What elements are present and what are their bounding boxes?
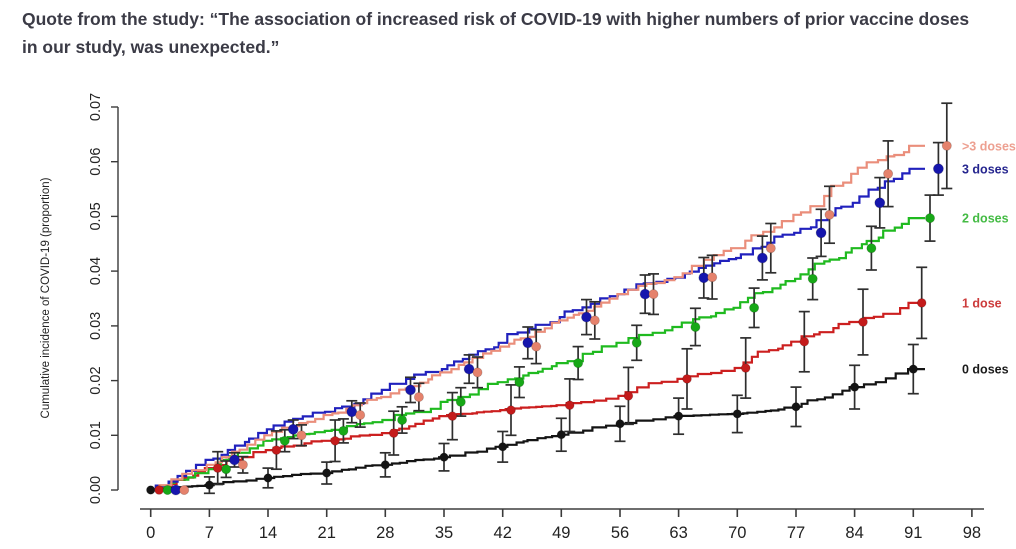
data-point-0-doses [732,409,742,419]
data-point-0-doses [615,419,625,429]
data-point-1-dose [799,336,810,347]
data-point-3-doses [229,454,240,466]
data-point-0-doses [673,411,684,421]
data-point-2-doses [221,464,232,475]
data-point-3-doses [463,363,475,375]
data-point-2-doses [279,435,290,446]
x-tick-label: 49 [552,524,570,542]
data-point-0-doses [204,480,214,490]
data-point--3-doses [179,484,190,495]
y-tick-label: 0.02 [88,366,104,394]
data-point--3-doses [824,209,835,220]
x-tick-label: 7 [205,524,214,542]
x-tick-label: 35 [435,524,453,542]
data-point-0-doses [380,460,390,470]
x-tick-label: 70 [728,524,746,542]
data-point-0-doses [439,452,449,462]
x-tick-label: 14 [259,524,277,542]
data-point-2-doses [866,243,877,254]
data-point-1-dose [564,400,575,411]
y-tick-label: 0.04 [88,257,104,285]
legend-label-0-doses: 0 doses [962,363,1009,377]
data-point-3-doses [933,163,944,175]
data-point-0-doses [849,382,860,392]
data-point-0-doses [556,430,566,440]
data-point-2-doses [749,302,760,313]
legend-label-2-doses: 2 doses [962,212,1009,226]
data-point-0-doses [263,473,273,483]
data-point-0-doses [498,442,508,452]
x-tick-label: 98 [963,524,981,542]
data-point-1-dose [330,435,340,446]
legend-label-3-doses: 3 doses [962,162,1009,176]
data-point-1-dose [154,485,164,495]
data-point--3-doses [707,272,718,283]
x-tick-label: 28 [376,524,394,542]
study-quote-text: Quote from the study: “The association o… [22,9,970,58]
x-tick-label: 21 [318,524,336,542]
x-tick-label: 42 [494,524,512,542]
series-curve-3-doses [150,167,925,492]
y-tick-label: 0.06 [88,148,104,176]
data-point-1-dose [271,445,282,455]
x-tick-label: 77 [787,524,805,542]
data-point-2-doses [397,414,408,425]
data-point--3-doses [648,289,659,300]
y-axis-title: Cumulative incidence of COVID-19 (propor… [40,177,52,418]
data-point--3-doses [941,140,952,151]
data-point-1-dose [506,405,516,415]
legend-label-1-dose: 1 dose [962,296,1002,310]
data-point-1-dose [388,428,399,438]
data-point-1-dose [740,363,751,373]
data-point-3-doses [757,252,768,264]
data-point-0-doses [791,402,801,412]
data-point-3-doses [346,406,358,418]
data-point-2-doses [455,396,466,407]
data-point-2-doses [807,273,818,284]
data-point-3-doses [815,227,827,239]
x-tick-label: 0 [146,524,155,542]
y-tick-label: 0.03 [88,312,104,340]
x-tick-label: 91 [904,524,922,542]
data-point-3-doses [581,311,592,323]
data-point-3-doses [522,337,534,349]
data-point-3-doses [405,384,416,396]
legend-label--3-doses: >3 doses [962,139,1016,153]
y-tick-label: 0.01 [88,421,104,449]
data-point--3-doses [765,243,776,254]
data-point-3-doses [287,423,299,435]
data-point-1-dose [916,298,927,308]
data-point-1-dose [623,391,634,401]
data-point-2-doses [925,213,936,224]
data-point--3-doses [883,168,894,179]
y-tick-label: 0.05 [88,202,104,230]
data-point-0-doses [146,485,156,495]
x-tick-label: 56 [611,524,629,542]
x-tick-label: 84 [845,524,863,542]
data-point-1-dose [682,374,692,384]
data-point-0-doses [322,468,332,478]
data-point-0-doses [908,364,918,374]
data-point--3-doses [413,391,424,402]
data-point-2-doses [690,321,701,332]
data-point-2-doses [573,358,584,369]
y-tick-label: 0.07 [88,93,104,121]
data-point--3-doses [472,367,483,378]
data-point-2-doses [631,337,642,348]
x-tick-label: 63 [669,524,687,542]
data-point-1-dose [858,317,868,327]
data-point--3-doses [531,341,542,352]
data-point-1-dose [447,411,458,421]
data-point-3-doses [874,197,886,209]
data-point-2-doses [338,425,349,436]
y-tick-label: 0.00 [88,476,104,504]
data-point--3-doses [296,430,307,441]
data-point-2-doses [514,377,525,388]
data-point-1-dose [212,463,223,473]
data-point--3-doses [589,315,600,326]
data-point--3-doses [237,459,248,470]
data-point--3-doses [355,409,366,420]
